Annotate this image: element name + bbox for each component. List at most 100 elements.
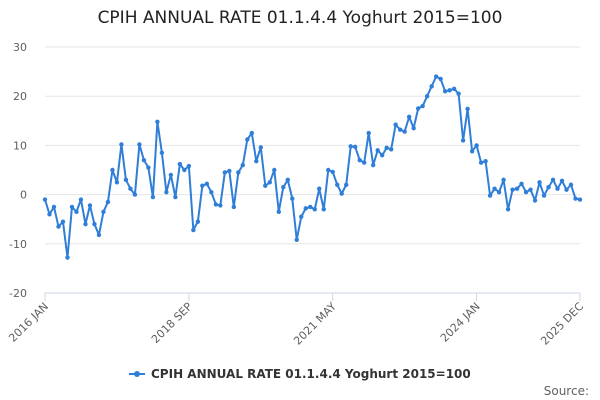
data-point[interactable] [375,148,380,153]
data-point[interactable] [92,221,97,227]
data-point[interactable] [254,158,259,164]
data-point[interactable] [123,177,129,183]
data-point[interactable] [240,162,246,168]
data-point[interactable] [200,183,205,188]
legend[interactable]: CPIH ANNUAL RATE 01.1.4.4 Yoghurt 2015=1… [129,367,471,381]
data-point[interactable] [523,189,529,195]
data-point[interactable] [276,209,281,215]
data-point[interactable] [87,203,93,208]
data-point[interactable] [321,207,326,212]
data-point[interactable] [366,130,371,136]
data-point[interactable] [424,94,430,99]
data-point[interactable] [164,189,169,195]
data-point[interactable] [159,150,165,155]
data-point[interactable] [218,203,223,208]
data-point[interactable] [249,130,255,136]
data-point[interactable] [150,194,156,200]
data-point[interactable] [294,237,299,243]
data-point[interactable] [370,162,376,168]
data-point[interactable] [501,177,506,183]
data-point[interactable] [186,163,192,169]
data-point[interactable] [442,89,448,94]
data-point[interactable] [568,182,574,187]
data-point[interactable] [191,227,196,233]
data-point[interactable] [173,194,178,200]
data-point[interactable] [510,187,515,192]
data-point[interactable] [465,106,470,112]
data-point[interactable] [460,138,466,143]
data-point[interactable] [474,143,479,148]
data-point[interactable] [141,157,147,163]
data-point[interactable] [56,224,61,229]
data-point[interactable] [397,127,403,132]
data-point[interactable] [496,189,502,195]
data-point[interactable] [546,185,551,190]
data-point[interactable] [384,145,389,151]
data-point[interactable] [541,193,547,198]
data-point[interactable] [168,172,174,178]
data-point[interactable] [272,167,277,173]
data-point[interactable] [429,84,434,89]
data-point[interactable] [528,187,533,192]
data-point[interactable] [65,255,70,260]
data-point[interactable] [303,206,308,211]
data-point[interactable] [74,209,79,215]
data-point[interactable] [577,197,583,202]
data-point[interactable] [42,197,48,202]
data-point[interactable] [290,196,295,201]
data-point[interactable] [330,169,335,175]
data-point[interactable] [519,181,524,186]
data-point[interactable] [335,182,340,187]
data-point[interactable] [105,199,111,205]
data-point[interactable] [155,119,160,124]
data-point[interactable] [47,212,52,217]
data-point[interactable] [438,76,443,82]
data-point[interactable] [267,180,272,185]
data-point[interactable] [537,180,542,185]
data-point[interactable] [555,186,560,191]
data-point[interactable] [114,180,120,185]
data-point[interactable] [132,192,138,197]
data-point[interactable] [137,142,142,147]
data-point[interactable] [245,137,250,142]
data-point[interactable] [447,88,452,93]
data-point[interactable] [263,183,268,188]
data-point[interactable] [119,142,124,147]
data-point[interactable] [236,170,241,175]
data-point[interactable] [393,122,398,127]
data-point[interactable] [406,114,412,120]
data-point[interactable] [110,167,115,173]
data-point[interactable] [60,219,66,224]
data-point[interactable] [177,161,183,167]
data-point[interactable] [573,196,578,201]
data-point[interactable] [379,153,385,158]
data-point[interactable] [182,167,187,173]
data-point[interactable] [258,145,263,150]
data-point[interactable] [564,187,569,192]
data-point[interactable] [83,221,88,227]
data-point[interactable] [146,165,151,170]
data-point[interactable] [487,193,493,198]
data-point[interactable] [505,207,511,212]
data-point[interactable] [281,185,286,190]
data-point[interactable] [213,202,219,207]
data-point[interactable] [532,198,538,203]
data-point[interactable] [227,168,232,174]
data-point[interactable] [456,91,461,96]
data-point[interactable] [128,186,133,191]
data-point[interactable] [344,182,349,187]
data-point[interactable] [451,86,457,92]
data-point[interactable] [101,209,106,215]
data-point[interactable] [348,144,353,149]
data-point[interactable] [415,106,421,111]
data-point[interactable] [514,186,520,191]
data-point[interactable] [285,177,290,183]
data-point[interactable] [69,204,75,210]
data-point[interactable] [433,74,439,79]
data-point[interactable] [96,232,102,238]
data-point[interactable] [353,144,358,150]
data-point[interactable] [388,147,394,152]
data-point[interactable] [402,129,407,134]
data-point[interactable] [362,160,367,165]
data-point[interactable] [357,157,362,163]
